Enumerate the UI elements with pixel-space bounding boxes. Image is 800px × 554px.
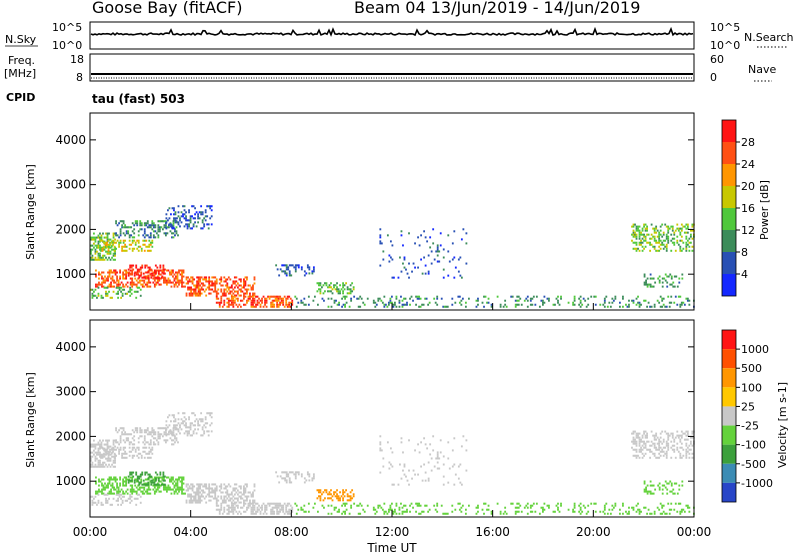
colorbar-swatch [722,406,736,426]
velocity-panel: 1000 2000 3000 4000 Slant Range [km] 1000 50… [24,303,789,554]
x-axis-label: Time UT [366,541,417,554]
velocity-colorbar: 1000 500 100 25 -25 -100 -500 -1000 [721,329,773,503]
y-tick-label: 1000 [55,267,86,281]
y-tick-label: 2000 [55,222,86,236]
velocity-colorbar-tick: -1000 [741,477,773,490]
power-ylabel: Slant Range [km] [24,164,37,260]
power-scatter [90,205,695,308]
colorbar-swatch [722,463,736,483]
power-panel: 1000 2000 3000 4000 Slant Range [km] 4 8 12 16… [24,112,771,311]
nsearch-tick-bottom: 10^0 [710,39,740,52]
nave-tick-bottom: 0 [710,71,717,84]
velocity-colorbar-tick: -100 [741,439,766,452]
velocity-colorbar-tick: 1000 [741,343,769,356]
colorbar-swatch [722,330,736,350]
y-tick-label: 3000 [55,385,86,399]
beam-date-title: Beam 04 13/Jun/2019 - 14/Jun/2019 [354,0,641,17]
y-tick-label: 3000 [55,178,86,192]
velocity-ylabel: Slant Range [km] [24,372,37,468]
colorbar-swatch [722,120,736,142]
y-tick-label: 1000 [55,474,86,488]
colorbar-swatch [722,230,736,252]
x-tick-label: 20:00 [576,525,611,539]
power-y-axis: 1000 2000 3000 4000 [55,133,694,281]
nsearch-label: N.Search [744,31,794,44]
freq-tick-top: 18 [70,53,84,66]
colorbar-swatch [722,142,736,164]
colorbar-swatch [722,186,736,208]
power-colorbar-tick: 20 [741,180,755,193]
velocity-colorbar-tick: -25 [741,420,759,433]
power-colorbar-tick: 4 [741,268,748,281]
velocity-colorbar-tick: 100 [741,381,762,394]
colorbar-swatch [722,274,736,296]
time-x-axis: 00:00 04:00 08:00 12:00 16:00 20:00 00:00 [73,303,712,539]
nsky-trace [90,26,694,37]
cpid-label: CPID [6,91,35,104]
x-tick-label: 00:00 [677,525,712,539]
freq-panel: Freq. [MHz] 18 8 60 0 Nave [4,53,776,84]
velocity-y-axis: 1000 2000 3000 4000 [55,340,694,488]
colorbar-swatch [722,444,736,464]
y-tick-label: 2000 [55,429,86,443]
freq-tick-bottom: 8 [76,71,83,84]
power-colorbar-tick: 28 [741,136,755,149]
velocity-colorbar-tick: -500 [741,458,766,471]
nsearch-tick-top: 10^5 [710,21,740,34]
nsky-tick-bottom: 10^0 [52,39,82,52]
power-colorbar: 4 8 12 16 20 24 28 [721,119,755,297]
power-colorbar-tick: 24 [741,158,755,171]
colorbar-swatch [722,164,736,186]
y-tick-label: 4000 [55,133,86,147]
power-colorbar-label: Power [dB] [758,180,771,240]
x-tick-label: 00:00 [73,525,108,539]
x-tick-label: 08:00 [274,525,309,539]
velocity-colorbar-tick: 25 [741,400,755,413]
nsky-label: N.Sky [5,33,37,46]
nave-tick-top: 60 [710,53,724,66]
power-colorbar-tick: 8 [741,246,748,259]
power-colorbar-tick: 12 [741,224,755,237]
colorbar-swatch [722,252,736,274]
cpid-value: tau (fast) 503 [92,92,185,106]
colorbar-swatch [722,482,736,502]
colorbar-swatch [722,425,736,445]
freq-label: Freq. [8,54,35,67]
velocity-colorbar-label: Velocity [m s-1] [776,382,789,468]
nsky-panel: N.Sky 10^5 10^0 10^5 10^0 N.Search [5,21,794,52]
velocity-scatter [90,412,695,515]
colorbar-swatch [722,368,736,388]
x-tick-label: 16:00 [475,525,510,539]
nave-label: Nave [748,63,776,76]
colorbar-swatch [722,349,736,369]
power-colorbar-tick: 16 [741,202,755,215]
colorbar-swatch [722,208,736,230]
x-tick-label: 12:00 [375,525,410,539]
x-tick-label: 04:00 [173,525,208,539]
y-tick-label: 4000 [55,340,86,354]
colorbar-swatch [722,387,736,407]
station-title: Goose Bay (fitACF) [92,0,243,17]
nsky-tick-top: 10^5 [52,21,82,34]
velocity-colorbar-tick: 500 [741,362,762,375]
freq-unit-label: [MHz] [4,67,36,80]
